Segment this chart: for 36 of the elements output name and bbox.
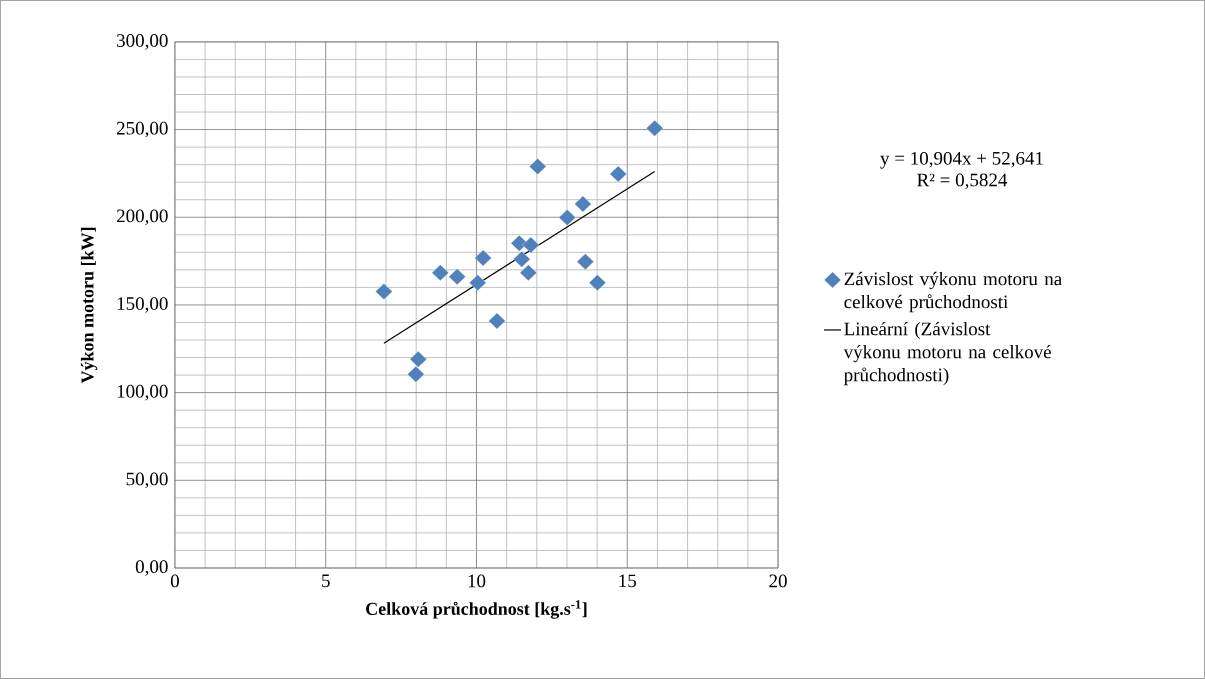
- point: [448, 268, 466, 285]
- point: [375, 283, 393, 300]
- y-tick-label: 200,00: [116, 209, 168, 226]
- point: [522, 236, 540, 254]
- x-tick-label: 5: [322, 574, 330, 588]
- x-tick-label: 10: [468, 574, 486, 588]
- point: [407, 366, 425, 383]
- point: [529, 158, 547, 175]
- text: y = 10,904x + 52,641: [880, 151, 1043, 169]
- x-tick-label: 0: [170, 574, 179, 588]
- x-axis-title: Celková průchodnost [kg.s$^{-1}$]: [366, 600, 587, 619]
- point: [488, 312, 506, 330]
- y-tick-label: 300,00: [117, 34, 168, 50]
- point: [409, 351, 427, 368]
- x-tick-label: 15: [619, 574, 637, 588]
- y-tick-label: 150,00: [117, 297, 168, 313]
- x-tick-label: 20: [769, 574, 787, 588]
- point: [431, 264, 449, 281]
- y-tick-label: 50,00: [126, 472, 168, 489]
- y-tick-label: 250,00: [116, 121, 168, 138]
- text: R² = 0,5824: [917, 173, 1008, 190]
- y-axis-title: Výkon motoru [kW]: [80, 227, 98, 384]
- point: [519, 264, 537, 281]
- y-tick-label: 100,00: [117, 384, 168, 401]
- point: [574, 195, 592, 213]
- point: [558, 209, 576, 226]
- point: [474, 249, 492, 267]
- point: [609, 165, 627, 183]
- legend-label: Lineární (Závislost výkonu motoru na celkové průchodnosti): [843, 321, 1051, 386]
- y-tick-label: 0,00: [135, 560, 168, 576]
- point: [588, 274, 606, 291]
- point: [646, 120, 664, 137]
- point: [576, 253, 594, 270]
- legend-label: Závislost výkonu motoru na celkové průchodnosti: [844, 271, 1062, 313]
- point: [469, 274, 487, 291]
- point: [513, 251, 531, 268]
